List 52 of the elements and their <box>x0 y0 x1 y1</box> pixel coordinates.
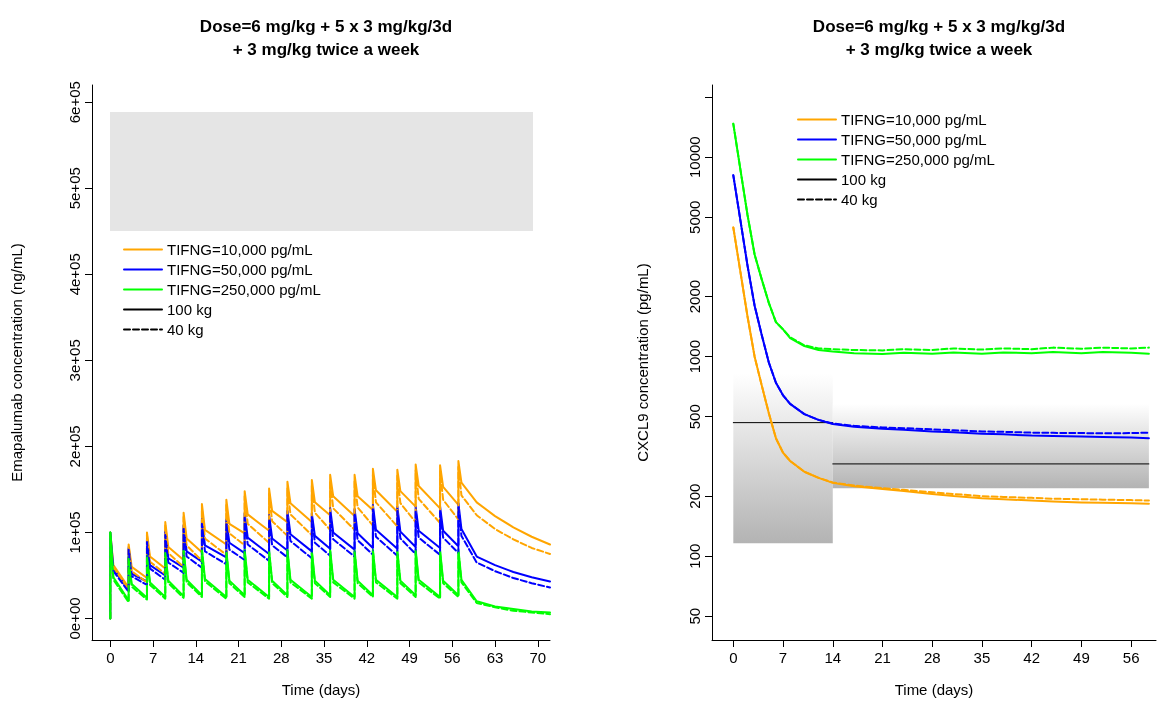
y-tick-label: 5000 <box>686 200 703 234</box>
y-tick-label: 1000 <box>686 339 703 374</box>
chart-title: Dose=6 mg/kg + 5 x 3 mg/kg/3d + 3 mg/kg twice a week <box>812 17 1066 59</box>
y-tick-label: 6e+05 <box>66 81 83 124</box>
x-tick-label: 7 <box>148 649 158 666</box>
y-tick-label: 0e+00 <box>66 597 83 640</box>
y-tick-label: 50 <box>686 607 703 625</box>
x-tick-label: 28 <box>923 649 941 666</box>
x-tick-label: 21 <box>230 649 247 666</box>
x-tick-label: 42 <box>358 649 376 666</box>
y-tick-label: 500 <box>686 404 703 430</box>
legend-label: TIFNG=250,000 pg/mL <box>167 281 321 298</box>
x-tick-label: 35 <box>973 649 991 666</box>
y-axis-title: CXCL9 concentration (pg/mL) <box>634 263 651 462</box>
x-tick-label: 49 <box>401 649 418 666</box>
y-tick-label: 2000 <box>686 279 703 314</box>
x-tick-label: 63 <box>486 649 504 666</box>
y-axis-title: Emapalumab concentration (ng/mL) <box>8 243 25 482</box>
legend-label: 40 kg <box>167 321 204 338</box>
y-tick-label: 10000 <box>686 136 703 179</box>
x-tick-label: 49 <box>1073 649 1090 666</box>
x-tick-label: 14 <box>824 649 842 666</box>
y-tick-label: 200 <box>686 483 703 509</box>
x-tick-label: 14 <box>187 649 205 666</box>
legend-label: 100 kg <box>841 171 887 188</box>
x-tick-label: 21 <box>874 649 891 666</box>
x-tick-label: 35 <box>315 649 333 666</box>
x-tick-label: 7 <box>778 649 788 666</box>
y-tick-label: 1e+05 <box>66 511 83 554</box>
y-tick-label: 4e+05 <box>66 253 83 296</box>
legend-label: TIFNG=50,000 pg/mL <box>167 261 313 278</box>
legend-label: TIFNG=50,000 pg/mL <box>841 131 987 148</box>
x-tick-label: 42 <box>1023 649 1041 666</box>
x-axis-title: Time (days) <box>281 681 361 698</box>
x-tick-label: 56 <box>1122 649 1140 666</box>
chart-title: Dose=6 mg/kg + 5 x 3 mg/kg/3d + 3 mg/kg twice a week <box>199 17 453 59</box>
legend-label: TIFNG=10,000 pg/mL <box>167 241 313 258</box>
x-axis-title: Time (days) <box>894 681 974 698</box>
y-tick-label: 2e+05 <box>66 425 83 468</box>
x-tick-label: 70 <box>529 649 547 666</box>
x-tick-label: 56 <box>443 649 461 666</box>
legend-label: 40 kg <box>841 191 878 208</box>
y-tick-label: 3e+05 <box>66 339 83 382</box>
legend-label: 100 kg <box>167 301 213 318</box>
legend-label: TIFNG=250,000 pg/mL <box>841 151 995 168</box>
line-series <box>112 506 551 593</box>
legend-label: TIFNG=10,000 pg/mL <box>841 111 987 128</box>
y-tick-label: 5e+05 <box>66 167 83 210</box>
x-tick-label: 0 <box>729 649 738 666</box>
x-tick-label: 28 <box>272 649 290 666</box>
x-tick-label: 0 <box>106 649 115 666</box>
y-tick-label: 100 <box>686 543 703 569</box>
